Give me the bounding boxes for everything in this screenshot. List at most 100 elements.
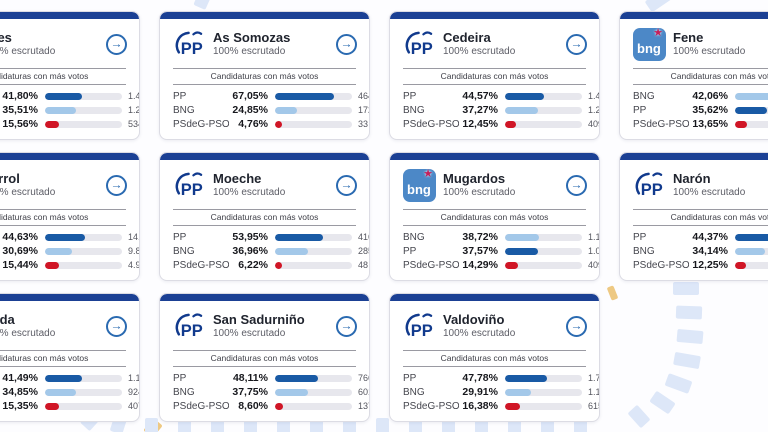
party-label: PSdeG-PSOE	[403, 400, 459, 412]
result-row: BNG 35,51% 1.218	[0, 103, 139, 117]
vote-bar-track	[275, 261, 352, 269]
dashed-arc-decoration	[145, 418, 158, 432]
arrow-right-icon: →	[570, 36, 583, 51]
vote-percentage: 12,25%	[692, 259, 728, 271]
vote-bar-fill	[505, 402, 520, 410]
vote-bar-track	[735, 106, 768, 114]
vote-bar-track	[45, 374, 122, 382]
vote-bar-track	[275, 388, 352, 396]
result-row: PP 53,95% 416	[173, 230, 369, 244]
escrutado-label: 100% escrutado	[673, 187, 746, 198]
party-label: PP	[173, 90, 187, 102]
vote-bar-fill	[275, 261, 282, 269]
escrutado-label: 100% escrutado	[673, 46, 746, 57]
vote-count: 407	[128, 401, 139, 411]
section-title: Candidaturas con más votos	[403, 68, 586, 85]
open-details-button[interactable]: →	[106, 315, 127, 337]
section-title: Candidaturas con más votos	[633, 68, 768, 85]
vote-bar-fill	[505, 247, 539, 255]
open-details-button[interactable]: →	[336, 315, 357, 337]
open-details-button[interactable]: →	[336, 174, 357, 196]
vote-bar-track	[45, 92, 122, 100]
vote-percentage: 29,91%	[462, 386, 498, 398]
vote-bar-fill	[45, 374, 82, 382]
vote-bar-fill	[275, 92, 335, 100]
municipality-name: Narón	[673, 171, 711, 186]
result-row: BNG 36,96% 285	[173, 244, 369, 258]
section-title: Candidaturas con más votos	[403, 209, 586, 226]
vote-count: 615	[588, 401, 599, 411]
result-row: BNG 34,85% 924	[0, 385, 139, 399]
result-row: PSdeG-PSOE 4,76% 33	[173, 117, 368, 131]
party-label: PP	[173, 231, 187, 243]
vote-bar-track	[735, 120, 768, 128]
result-row: PSdeG-PSOE 8,60% 137	[173, 399, 369, 413]
municipality-name: Valdoviño	[443, 312, 505, 327]
open-details-button[interactable]: →	[566, 174, 587, 196]
bng-logo-icon: ★ bng	[633, 27, 666, 61]
result-row: PP 47,78% 1.794	[403, 371, 599, 385]
vote-percentage: 36,96%	[232, 245, 268, 257]
vote-bar-track	[275, 247, 352, 255]
open-details-button[interactable]: →	[106, 33, 127, 55]
result-row: BNG 34,14%	[633, 244, 768, 258]
result-row: PP 44,63% 14.369	[0, 230, 139, 244]
municipality-card: PP Moeche 100% escrutado → Candidaturas …	[159, 152, 370, 281]
svg-text:PP: PP	[181, 40, 203, 58]
open-details-button[interactable]: →	[106, 174, 127, 196]
result-row: BNG 42,06%	[633, 89, 768, 103]
vote-bar-track	[505, 120, 582, 128]
bng-star-icon: ★	[423, 167, 433, 180]
vote-count: 464	[358, 91, 369, 101]
result-row: PSdeG-PSOE 12,45% 409	[403, 117, 599, 131]
open-details-button[interactable]: →	[566, 33, 587, 55]
vote-bar-track	[275, 402, 352, 410]
vote-percentage: 13,65%	[692, 118, 728, 130]
result-rows: PP 41,49% 1.100 BNG 34,85% 924 PSdeG-PSO…	[0, 371, 139, 413]
party-label: PSdeG-PSOE	[633, 259, 689, 271]
result-row: PSdeG-PSOE 12,25%	[633, 258, 768, 272]
card-header-strip	[620, 12, 768, 19]
arrow-right-icon: →	[570, 318, 583, 333]
vote-bar-fill	[735, 120, 748, 128]
municipality-name: Mugardos	[443, 171, 506, 186]
vote-percentage: 8,60%	[238, 400, 268, 412]
party-logo-icon: PP	[173, 169, 206, 202]
result-row: PP 67,05% 464	[173, 89, 369, 103]
vote-count: 172	[358, 105, 369, 115]
vote-bar-fill	[275, 233, 323, 241]
section-title: Candidaturas con más votos	[403, 350, 586, 367]
result-row: PP 44,37%	[633, 230, 768, 244]
vote-count: 601	[358, 387, 369, 397]
vote-percentage: 24,85%	[232, 104, 268, 116]
municipality-card: PP San Sadurniño 100% escrutado → Candid…	[159, 293, 370, 422]
open-details-button[interactable]: →	[566, 315, 587, 337]
result-rows: PP 44,37% BNG 34,14% PSdeG-PSOE 12,25%	[633, 230, 768, 272]
vote-count: 416	[358, 232, 369, 242]
card-header-strip	[0, 153, 139, 160]
party-label: BNG	[633, 245, 655, 257]
municipality-name: Fene	[673, 30, 704, 45]
result-rows: PP 48,11% 766 BNG 37,75% 601 PSdeG-PSOE …	[173, 371, 369, 413]
party-label: BNG	[173, 104, 195, 116]
result-row: BNG 30,69% 9.883	[0, 244, 139, 258]
card-header-strip	[390, 294, 599, 301]
svg-text:PP: PP	[411, 40, 433, 58]
vote-bar-track	[275, 106, 352, 114]
result-row: PP 48,11% 766	[173, 371, 369, 385]
vote-percentage: 37,57%	[462, 245, 498, 257]
vote-bar-track	[45, 402, 122, 410]
vote-percentage: 4,76%	[238, 118, 268, 130]
result-row: BNG 24,85% 172	[173, 103, 369, 117]
vote-percentage: 35,51%	[2, 104, 38, 116]
vote-bar-track	[505, 374, 582, 382]
escrutado-label: 100% escrutado	[213, 46, 286, 57]
escrutado-label: 100% escrutado	[443, 46, 516, 57]
vote-percentage: 35,62%	[692, 104, 728, 116]
section-title: Candidaturas con más votos	[173, 209, 356, 226]
section-title: Candidaturas con más votos	[0, 350, 126, 367]
party-label: PSdeG-PSOE	[403, 259, 459, 271]
party-logo-icon: PP	[403, 310, 436, 343]
open-details-button[interactable]: →	[336, 33, 357, 55]
svg-text:PP: PP	[181, 322, 203, 340]
